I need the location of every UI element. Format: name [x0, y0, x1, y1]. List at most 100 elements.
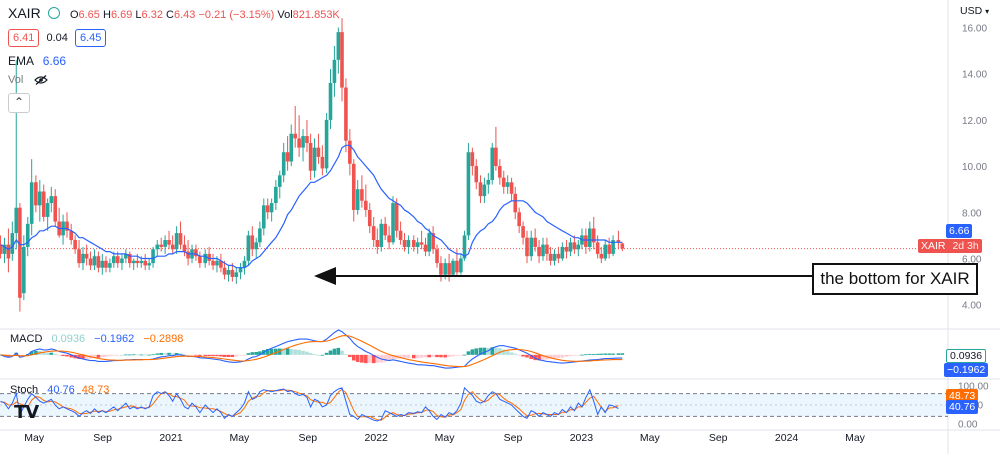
- macd-histogram-bar: [498, 348, 502, 355]
- candle-body: [104, 260, 108, 268]
- macd-histogram-bar: [616, 353, 621, 355]
- ema-value: 6.66: [42, 54, 67, 68]
- macd-histogram-bar: [159, 353, 163, 355]
- candle-body: [486, 179, 491, 185]
- candle-body: [289, 133, 294, 162]
- candle-body: [131, 260, 136, 264]
- stoch-pane[interactable]: [0, 386, 948, 422]
- candle-body: [2, 244, 7, 254]
- candle-body: [383, 223, 387, 236]
- candle-body: [230, 270, 235, 277]
- macd-histogram-bar: [451, 354, 455, 357]
- macd-histogram-bar: [135, 354, 140, 356]
- time-tick-label: Sep: [504, 432, 523, 444]
- candle-body: [336, 32, 341, 60]
- macd-histogram-bar: [61, 354, 65, 356]
- price-pane[interactable]: [0, 18, 948, 312]
- macd-histogram-bar: [423, 354, 428, 358]
- macd-histogram-bar: [297, 349, 301, 355]
- candle-body: [568, 242, 573, 252]
- macd-histogram-bar: [265, 349, 270, 355]
- macd-histogram-bar: [242, 354, 247, 356]
- volume-legend[interactable]: Vol: [8, 74, 49, 86]
- macd-histogram-bar: [182, 354, 187, 356]
- symbol-name[interactable]: XAIR: [8, 5, 41, 21]
- candle-body: [155, 244, 160, 250]
- macd-histogram-bar: [490, 347, 495, 355]
- candle-body: [115, 256, 120, 264]
- macd-histogram-bar: [222, 354, 227, 357]
- macd-histogram-bar: [607, 353, 611, 355]
- eye-hidden-icon[interactable]: [34, 75, 49, 86]
- candle-body: [541, 244, 545, 257]
- candle-body: [0, 244, 3, 254]
- macd-histogram-bar: [41, 352, 46, 355]
- candle-body: [25, 223, 30, 247]
- macd-histogram-bar: [230, 354, 235, 357]
- macd-histogram-bar: [226, 354, 231, 357]
- macd-histogram-bar: [127, 354, 132, 356]
- status-dot: [48, 7, 61, 19]
- legend-row: XAIR O6.65 H6.69 L6.32 C6.43 −0.21 (−3.1…: [8, 5, 340, 21]
- macd-histogram-bar: [332, 348, 337, 355]
- macd-histogram-bar: [234, 354, 239, 357]
- candle-body: [470, 152, 475, 167]
- macd-histogram-bar: [336, 347, 341, 355]
- buy-button[interactable]: 6.45: [74, 29, 107, 47]
- macd-histogram-bar: [328, 350, 333, 355]
- macd-histogram-bar: [281, 348, 286, 355]
- candle-body: [254, 242, 259, 250]
- vol-label: Vol: [8, 74, 24, 86]
- candle-body: [355, 189, 360, 210]
- currency-selector[interactable]: USD ▾: [960, 5, 989, 17]
- macd-histogram-bar: [599, 353, 604, 355]
- candle-body: [498, 166, 502, 178]
- macd-histogram-bar: [431, 354, 435, 357]
- ema-label: EMA: [8, 54, 34, 68]
- macd-histogram-bar: [552, 354, 557, 359]
- axes: 16.0014.0012.0010.008.006.004.00100.0050…: [24, 24, 989, 445]
- macd-legend[interactable]: MACD 0.0936 −0.1962 −0.2898: [10, 333, 183, 345]
- candle-body: [316, 147, 321, 157]
- candle-body: [18, 207, 22, 298]
- tradingview-logo-icon[interactable]: TV: [14, 402, 39, 423]
- macd-histogram-bar: [466, 351, 471, 355]
- sell-button[interactable]: 6.41: [8, 29, 40, 47]
- time-tick-label: 2021: [159, 432, 183, 444]
- candle-body: [447, 263, 451, 275]
- annotation-callout[interactable]: the bottom for XAIR: [812, 263, 978, 295]
- candle-body: [340, 32, 344, 88]
- candle-body: [451, 260, 455, 275]
- chevron-up-icon[interactable]: ⌃: [8, 93, 30, 113]
- candle-body: [88, 258, 93, 266]
- macd-histogram-bar: [163, 353, 167, 355]
- macd-histogram-bar: [360, 354, 364, 363]
- open-value: 6.65: [78, 9, 100, 21]
- ema-legend[interactable]: EMA 6.66: [8, 54, 66, 68]
- candle-body: [242, 260, 247, 268]
- candle-body: [379, 223, 384, 247]
- candle-body: [439, 263, 443, 275]
- macd-histogram-bar: [308, 353, 313, 355]
- candle-body: [455, 260, 459, 273]
- macd-histogram-bar: [620, 353, 625, 355]
- macd-pane[interactable]: [0, 329, 625, 369]
- macd-histogram-bar: [108, 354, 112, 356]
- volume-value: 821.853K: [292, 9, 340, 21]
- high-value: 6.69: [110, 9, 133, 21]
- macd-histogram-bar: [22, 354, 26, 356]
- candle-body: [595, 242, 600, 254]
- candle-body: [127, 253, 132, 264]
- candle-body: [466, 152, 471, 236]
- price-tick-label: 12.00: [962, 116, 987, 127]
- candle-body: [423, 244, 428, 252]
- macd-histogram-bar: [459, 354, 463, 356]
- macd-histogram-bar: [576, 354, 581, 356]
- candle-body: [281, 152, 286, 176]
- macd-histogram-bar: [537, 354, 541, 361]
- macd-histogram-bar: [340, 350, 344, 355]
- stoch-legend[interactable]: Stoch 40.76 48.73: [10, 384, 109, 396]
